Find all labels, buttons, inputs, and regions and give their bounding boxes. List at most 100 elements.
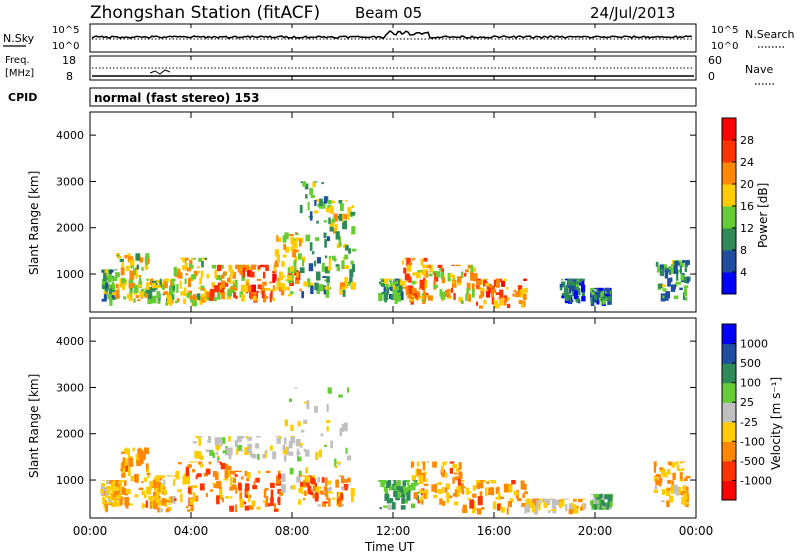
- data-cell: [305, 449, 310, 457]
- data-cell: [189, 498, 194, 506]
- data-cell: [300, 481, 304, 487]
- data-cell: [272, 273, 277, 281]
- data-cell: [411, 280, 416, 285]
- data-cell: [265, 265, 269, 271]
- data-cell: [488, 487, 493, 496]
- data-cell: [242, 267, 246, 270]
- data-cell: [234, 440, 239, 448]
- data-cell: [397, 292, 401, 296]
- data-cell: [351, 495, 354, 503]
- data-cell: [653, 475, 658, 482]
- data-cell: [106, 496, 111, 499]
- data-cell: [107, 284, 112, 290]
- data-cell: [399, 288, 403, 291]
- data-cell: [407, 293, 412, 299]
- data-cell: [321, 501, 327, 507]
- data-cell: [523, 287, 528, 293]
- data-cell: [338, 501, 342, 508]
- data-cell: [173, 278, 176, 282]
- data-cell: [314, 199, 317, 206]
- data-cell: [485, 289, 488, 292]
- data-cell: [230, 269, 234, 276]
- data-cell: [423, 269, 428, 273]
- data-cell: [434, 284, 438, 289]
- data-cell: [594, 504, 597, 510]
- data-cell: [299, 443, 303, 446]
- data-cell: [412, 272, 417, 276]
- data-cell: [386, 288, 389, 295]
- data-cell: [190, 506, 194, 512]
- data-cell: [568, 509, 573, 515]
- velocity-y-axis-label: Slant Range [km]: [27, 374, 41, 478]
- data-cell: [191, 264, 194, 269]
- data-cell: [105, 502, 111, 505]
- nsky-label: N.Sky: [3, 32, 35, 45]
- data-cell: [606, 287, 611, 295]
- data-cell: [135, 253, 141, 261]
- data-cell: [277, 496, 281, 505]
- data-cell: [524, 506, 527, 514]
- power-patch: [590, 287, 612, 307]
- velocity-patch: [100, 480, 125, 513]
- data-cell: [296, 476, 301, 483]
- data-cell: [206, 291, 210, 298]
- data-cell: [343, 479, 348, 483]
- data-cell: [220, 497, 223, 500]
- data-cell: [261, 291, 265, 299]
- data-cell: [676, 269, 680, 273]
- data-cell: [551, 509, 556, 511]
- data-cell: [467, 497, 471, 501]
- data-cell: [225, 282, 229, 287]
- data-cell: [143, 477, 148, 482]
- data-cell: [264, 501, 268, 507]
- data-cell: [256, 436, 261, 438]
- data-cell: [522, 493, 525, 499]
- data-cell: [164, 280, 168, 289]
- data-cell: [139, 257, 144, 263]
- data-cell: [201, 288, 206, 291]
- data-cell: [668, 461, 673, 466]
- data-cell: [170, 301, 173, 307]
- data-cell: [468, 293, 471, 302]
- data-cell: [404, 480, 409, 483]
- data-cell: [658, 283, 663, 289]
- data-cell: [292, 240, 298, 249]
- data-cell: [599, 290, 602, 298]
- data-cell: [299, 267, 305, 274]
- data-cell: [270, 497, 274, 506]
- y-tick-label: 4000: [56, 129, 84, 142]
- data-cell: [381, 291, 386, 295]
- data-cell: [328, 217, 331, 224]
- data-cell: [208, 293, 213, 301]
- data-cell: [277, 254, 280, 263]
- data-cell: [244, 447, 249, 455]
- data-cell: [449, 461, 455, 464]
- data-cell: [596, 298, 600, 305]
- data-cell: [520, 480, 525, 490]
- data-cell: [324, 266, 330, 274]
- data-cell: [297, 499, 302, 505]
- data-cell: [102, 497, 106, 505]
- data-cell: [149, 495, 154, 502]
- data-cell: [671, 462, 675, 468]
- data-cell: [602, 296, 606, 303]
- data-cell: [263, 488, 267, 498]
- data-cell: [295, 233, 299, 235]
- data-cell: [240, 284, 246, 293]
- data-cell: [130, 265, 134, 268]
- data-cell: [153, 297, 156, 303]
- data-cell: [126, 488, 131, 495]
- data-cell: [210, 291, 215, 301]
- data-cell: [285, 286, 290, 291]
- data-cell: [409, 262, 413, 266]
- data-cell: [200, 455, 204, 461]
- data-cell: [465, 269, 469, 273]
- data-cell: [681, 280, 686, 283]
- data-cell: [534, 500, 539, 508]
- data-cell: [394, 278, 399, 281]
- data-cell: [453, 472, 458, 475]
- data-cell: [216, 264, 222, 272]
- data-cell: [209, 288, 215, 295]
- data-cell: [162, 284, 165, 290]
- data-cell: [290, 236, 294, 245]
